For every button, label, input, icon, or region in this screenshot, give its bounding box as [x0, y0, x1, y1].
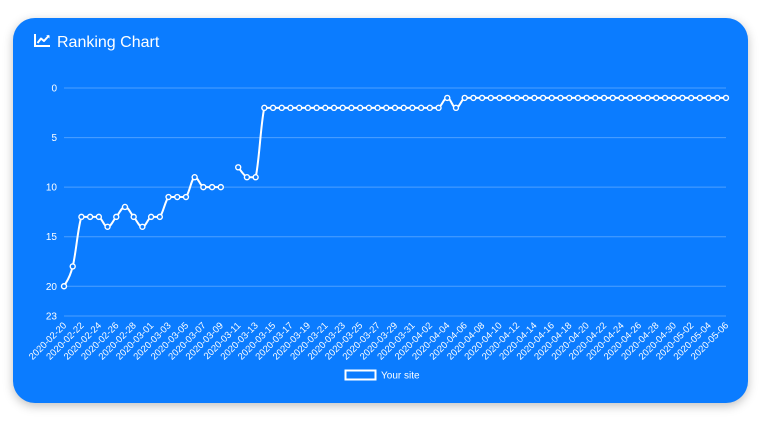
data-point[interactable]: [644, 94, 651, 102]
data-point[interactable]: [313, 104, 320, 112]
data-point[interactable]: [165, 193, 172, 201]
data-point[interactable]: [566, 94, 573, 102]
data-point[interactable]: [348, 104, 355, 112]
data-point[interactable]: [722, 94, 730, 102]
data-point[interactable]: [714, 94, 721, 102]
data-point[interactable]: [95, 213, 103, 221]
data-point[interactable]: [609, 94, 616, 102]
data-point[interactable]: [252, 174, 259, 181]
data-point[interactable]: [182, 193, 190, 201]
data-point[interactable]: [156, 213, 164, 221]
data-point[interactable]: [383, 104, 390, 112]
data-point[interactable]: [243, 174, 251, 181]
data-point[interactable]: [130, 213, 137, 221]
line-chart-icon: [34, 33, 51, 52]
data-point[interactable]: [60, 283, 68, 290]
legend[interactable]: Your site: [344, 369, 420, 382]
data-point[interactable]: [679, 94, 686, 102]
y-tick-label: 23: [46, 312, 58, 323]
y-tick-label: 15: [46, 232, 58, 243]
y-axis-ticks: 0 5 10 15 20 23: [46, 84, 58, 323]
data-point[interactable]: [618, 94, 625, 102]
data-point[interactable]: [461, 94, 468, 102]
data-point[interactable]: [539, 94, 547, 102]
data-point[interactable]: [139, 223, 146, 230]
data-point[interactable]: [417, 104, 425, 112]
data-point[interactable]: [208, 183, 216, 191]
data-point[interactable]: [278, 104, 285, 112]
data-point[interactable]: [470, 94, 477, 102]
data-point[interactable]: [69, 263, 76, 270]
series-line: [63, 176, 221, 287]
y-tick-label: 10: [46, 183, 58, 194]
data-point[interactable]: [86, 213, 94, 221]
data-point[interactable]: [269, 104, 277, 112]
x-axis-ticks: 2020-02-202020-02-222020-02-242020-02-26…: [27, 320, 731, 362]
data-point[interactable]: [557, 94, 564, 102]
data-point[interactable]: [200, 183, 207, 191]
y-tick-label: 0: [51, 84, 57, 95]
data-point[interactable]: [295, 104, 303, 112]
data-point[interactable]: [661, 94, 669, 102]
data-point[interactable]: [391, 104, 399, 112]
data-point[interactable]: [365, 104, 373, 112]
data-point[interactable]: [104, 223, 111, 230]
legend-swatch[interactable]: [344, 369, 377, 381]
data-point[interactable]: [696, 94, 704, 102]
data-point[interactable]: [174, 193, 181, 201]
data-point[interactable]: [522, 94, 529, 102]
card-header: Ranking Chart: [34, 33, 159, 52]
data-point[interactable]: [670, 94, 677, 102]
data-point[interactable]: [687, 94, 695, 102]
data-point[interactable]: [635, 94, 643, 102]
data-point[interactable]: [574, 94, 582, 102]
data-point[interactable]: [261, 104, 268, 112]
data-point[interactable]: [235, 164, 242, 171]
data-point[interactable]: [548, 94, 555, 102]
data-point[interactable]: [330, 104, 338, 112]
data-point[interactable]: [374, 104, 381, 112]
data-point[interactable]: [426, 104, 434, 112]
data-point[interactable]: [217, 183, 224, 191]
card-title: Ranking Chart: [57, 33, 160, 51]
data-point[interactable]: [592, 94, 599, 102]
data-point[interactable]: [478, 94, 486, 102]
legend-label[interactable]: Your site: [381, 371, 420, 382]
data-point[interactable]: [78, 213, 85, 221]
data-point[interactable]: [339, 104, 346, 112]
data-point[interactable]: [191, 174, 198, 181]
data-point[interactable]: [531, 94, 538, 102]
data-point[interactable]: [496, 94, 503, 102]
data-point[interactable]: [409, 104, 416, 112]
data-point[interactable]: [513, 94, 521, 102]
data-point[interactable]: [444, 94, 451, 102]
data-point[interactable]: [113, 213, 120, 221]
data-point[interactable]: [626, 94, 634, 102]
data-point[interactable]: [600, 94, 608, 102]
grid-lines: [64, 87, 726, 317]
ranking-chart-card: Ranking Chart: [13, 18, 748, 403]
data-point[interactable]: [487, 94, 495, 102]
data-point[interactable]: [452, 104, 460, 112]
data-point[interactable]: [400, 104, 407, 112]
data-point[interactable]: [322, 104, 329, 112]
data-point[interactable]: [583, 94, 590, 102]
data-point[interactable]: [435, 104, 442, 112]
data-point[interactable]: [147, 213, 155, 221]
data-point[interactable]: [121, 203, 129, 211]
data-point[interactable]: [505, 94, 512, 102]
y-tick-label: 20: [46, 282, 58, 293]
data-point[interactable]: [287, 104, 294, 112]
data-point[interactable]: [653, 94, 660, 102]
series-your-site: [60, 94, 730, 290]
data-point[interactable]: [705, 94, 712, 102]
y-tick-label: 5: [51, 133, 57, 144]
data-point[interactable]: [304, 104, 312, 112]
data-point[interactable]: [356, 104, 364, 112]
